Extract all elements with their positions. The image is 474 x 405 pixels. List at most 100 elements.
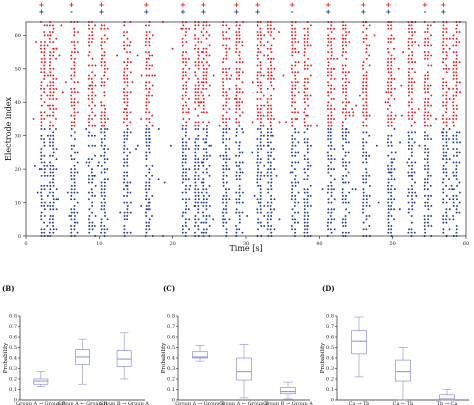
spike-dot: [148, 184, 151, 187]
spike-dot: [303, 111, 306, 114]
spike-dot: [411, 188, 414, 191]
spike-dot: [330, 57, 332, 60]
spike-dot: [205, 188, 208, 191]
spike-dot: [48, 191, 51, 194]
spike-dot: [202, 204, 205, 207]
spike-dot: [46, 24, 49, 27]
spike-dot: [424, 107, 427, 110]
spike-dot: [260, 87, 262, 90]
spike-dot: [423, 188, 426, 191]
box-1: [192, 345, 208, 362]
spike-dot: [263, 174, 266, 177]
spike-dot: [303, 34, 306, 37]
spike-dot: [444, 218, 447, 221]
spike-dot: [228, 148, 231, 151]
spike-dot: [235, 61, 238, 64]
spike-dot: [259, 184, 262, 187]
spike-dot: [407, 171, 410, 174]
spike-dot: [273, 168, 276, 171]
spike-dot: [411, 114, 414, 117]
spike-dot: [94, 74, 96, 77]
spike-dot: [126, 101, 129, 104]
spike-dot: [327, 107, 329, 110]
spike-dot: [267, 31, 270, 33]
spike-dot: [445, 81, 448, 84]
spike-dot: [238, 161, 241, 164]
spike-dot: [342, 51, 345, 54]
spike-dot: [188, 138, 191, 140]
spike-dot: [91, 201, 94, 204]
spike-dot: [297, 161, 300, 164]
spike-dot: [345, 101, 348, 104]
spike-dot: [151, 84, 154, 87]
spike-dot: [445, 174, 448, 177]
spike-dot: [70, 124, 73, 127]
spike-dot: [145, 228, 148, 231]
spike-dot: [40, 104, 43, 107]
spike-dot: [452, 94, 455, 97]
spike-dot: [306, 141, 309, 144]
spike-dot: [126, 158, 129, 161]
spike-dot: [336, 57, 339, 60]
spike-dot: [225, 57, 228, 60]
spike-dot: [145, 198, 148, 201]
spike-dot: [126, 171, 128, 174]
spike-dot: [303, 41, 306, 44]
spike-dot: [148, 178, 151, 181]
spike-dot: [106, 158, 109, 161]
spike-dot: [194, 198, 197, 201]
spike-dot: [327, 171, 330, 174]
spike-dot: [225, 231, 228, 234]
spike-dot: [94, 114, 97, 117]
spike-dot: [51, 221, 54, 224]
spike-dot: [429, 84, 432, 87]
spike-dot: [43, 87, 46, 90]
spike-dot: [408, 67, 411, 70]
spike-dot: [205, 128, 208, 130]
y-tick-label: 0.3: [326, 366, 334, 372]
spike-dot: [332, 57, 335, 60]
spike-dot: [257, 218, 259, 221]
spike-dot: [297, 131, 300, 134]
spike-dot: [365, 97, 368, 100]
spike-dot: [294, 228, 297, 231]
spike-dot: [43, 208, 46, 211]
spike-dot: [238, 144, 241, 147]
spike-dot: [49, 188, 52, 191]
spike-dot: [424, 97, 427, 100]
spike-dot: [100, 27, 103, 30]
spike-dot: [362, 61, 365, 64]
spike-dot: [260, 91, 263, 94]
spike-dot: [238, 221, 241, 224]
spike-dot: [291, 194, 294, 197]
spike-dot: [423, 184, 426, 187]
spike-dot: [49, 87, 52, 90]
spike-dot: [291, 208, 294, 211]
spike-dot: [202, 81, 205, 84]
spike-dot: [70, 74, 73, 77]
spike-dot: [291, 214, 294, 217]
spike-dot: [182, 71, 185, 74]
spike-dot: [442, 104, 445, 107]
spike-dot: [410, 24, 413, 27]
spike-dot: [151, 194, 154, 197]
spike-dot: [205, 31, 208, 33]
spike-dot: [46, 194, 49, 197]
spike-dot: [456, 154, 458, 157]
spike-dot: [327, 198, 330, 201]
spike-dot: [455, 54, 458, 57]
spike-dot: [269, 104, 272, 107]
spike-dot: [238, 97, 241, 100]
spike-dot: [251, 151, 254, 154]
spike-dot: [235, 97, 238, 100]
spike-dot: [91, 31, 94, 33]
spike-dot: [225, 67, 227, 70]
spike-dot: [330, 41, 332, 44]
spike-dot: [125, 184, 128, 187]
spike-dot: [100, 144, 103, 147]
spike-dot: [235, 87, 238, 90]
spike-dot: [344, 104, 347, 107]
spike-dot: [390, 158, 393, 161]
spike-dot: [259, 34, 262, 37]
spike-dot: [387, 218, 390, 221]
